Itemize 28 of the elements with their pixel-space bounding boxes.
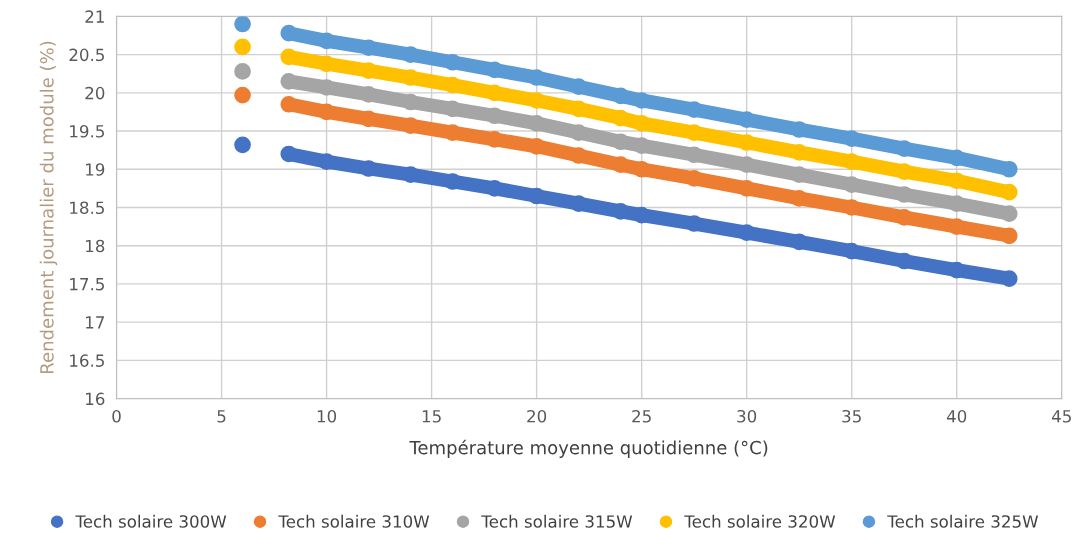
x-tick-label: 10	[317, 409, 337, 423]
x-tick-label: 5	[217, 410, 226, 423]
y-tick-label: 19.5	[70, 125, 104, 138]
y-axis-title: Rendement journalier du module (%)	[39, 41, 58, 373]
x-tick-label: 45	[1051, 410, 1071, 423]
x-axis-title: Température moyenne quotidienne (°C)	[409, 439, 768, 458]
legend-label: Tech solaire 310W	[278, 514, 430, 528]
y-tick-label: 18.5	[70, 201, 104, 215]
x-tick-label: 0	[112, 409, 121, 423]
y-tick-label: 19	[86, 163, 105, 176]
y-tick-label: 17	[86, 316, 104, 329]
x-tick-label: 20	[527, 409, 547, 423]
x-tick-label: 35	[842, 409, 861, 423]
x-tick-label: 40	[946, 409, 967, 423]
legend-label: Tech solaire 325W	[887, 514, 1039, 528]
y-tick-label: 18	[86, 239, 105, 253]
y-tick-label: 20	[85, 86, 105, 100]
x-tick-label: 15	[422, 410, 441, 423]
legend-label: Tech solaire 320W	[684, 514, 836, 528]
x-tick-label: 30	[737, 409, 757, 423]
legend-label: Tech solaire 315W	[481, 514, 633, 528]
x-tick-label: 25	[632, 409, 651, 423]
y-tick-label: 20.5	[69, 48, 104, 62]
legend-label: Tech solaire 300W	[75, 514, 227, 528]
y-tick-label: 21	[85, 10, 104, 23]
y-tick-label: 16.5	[70, 354, 104, 367]
y-tick-label: 17.5	[70, 278, 104, 291]
y-tick-label: 16	[86, 392, 105, 406]
